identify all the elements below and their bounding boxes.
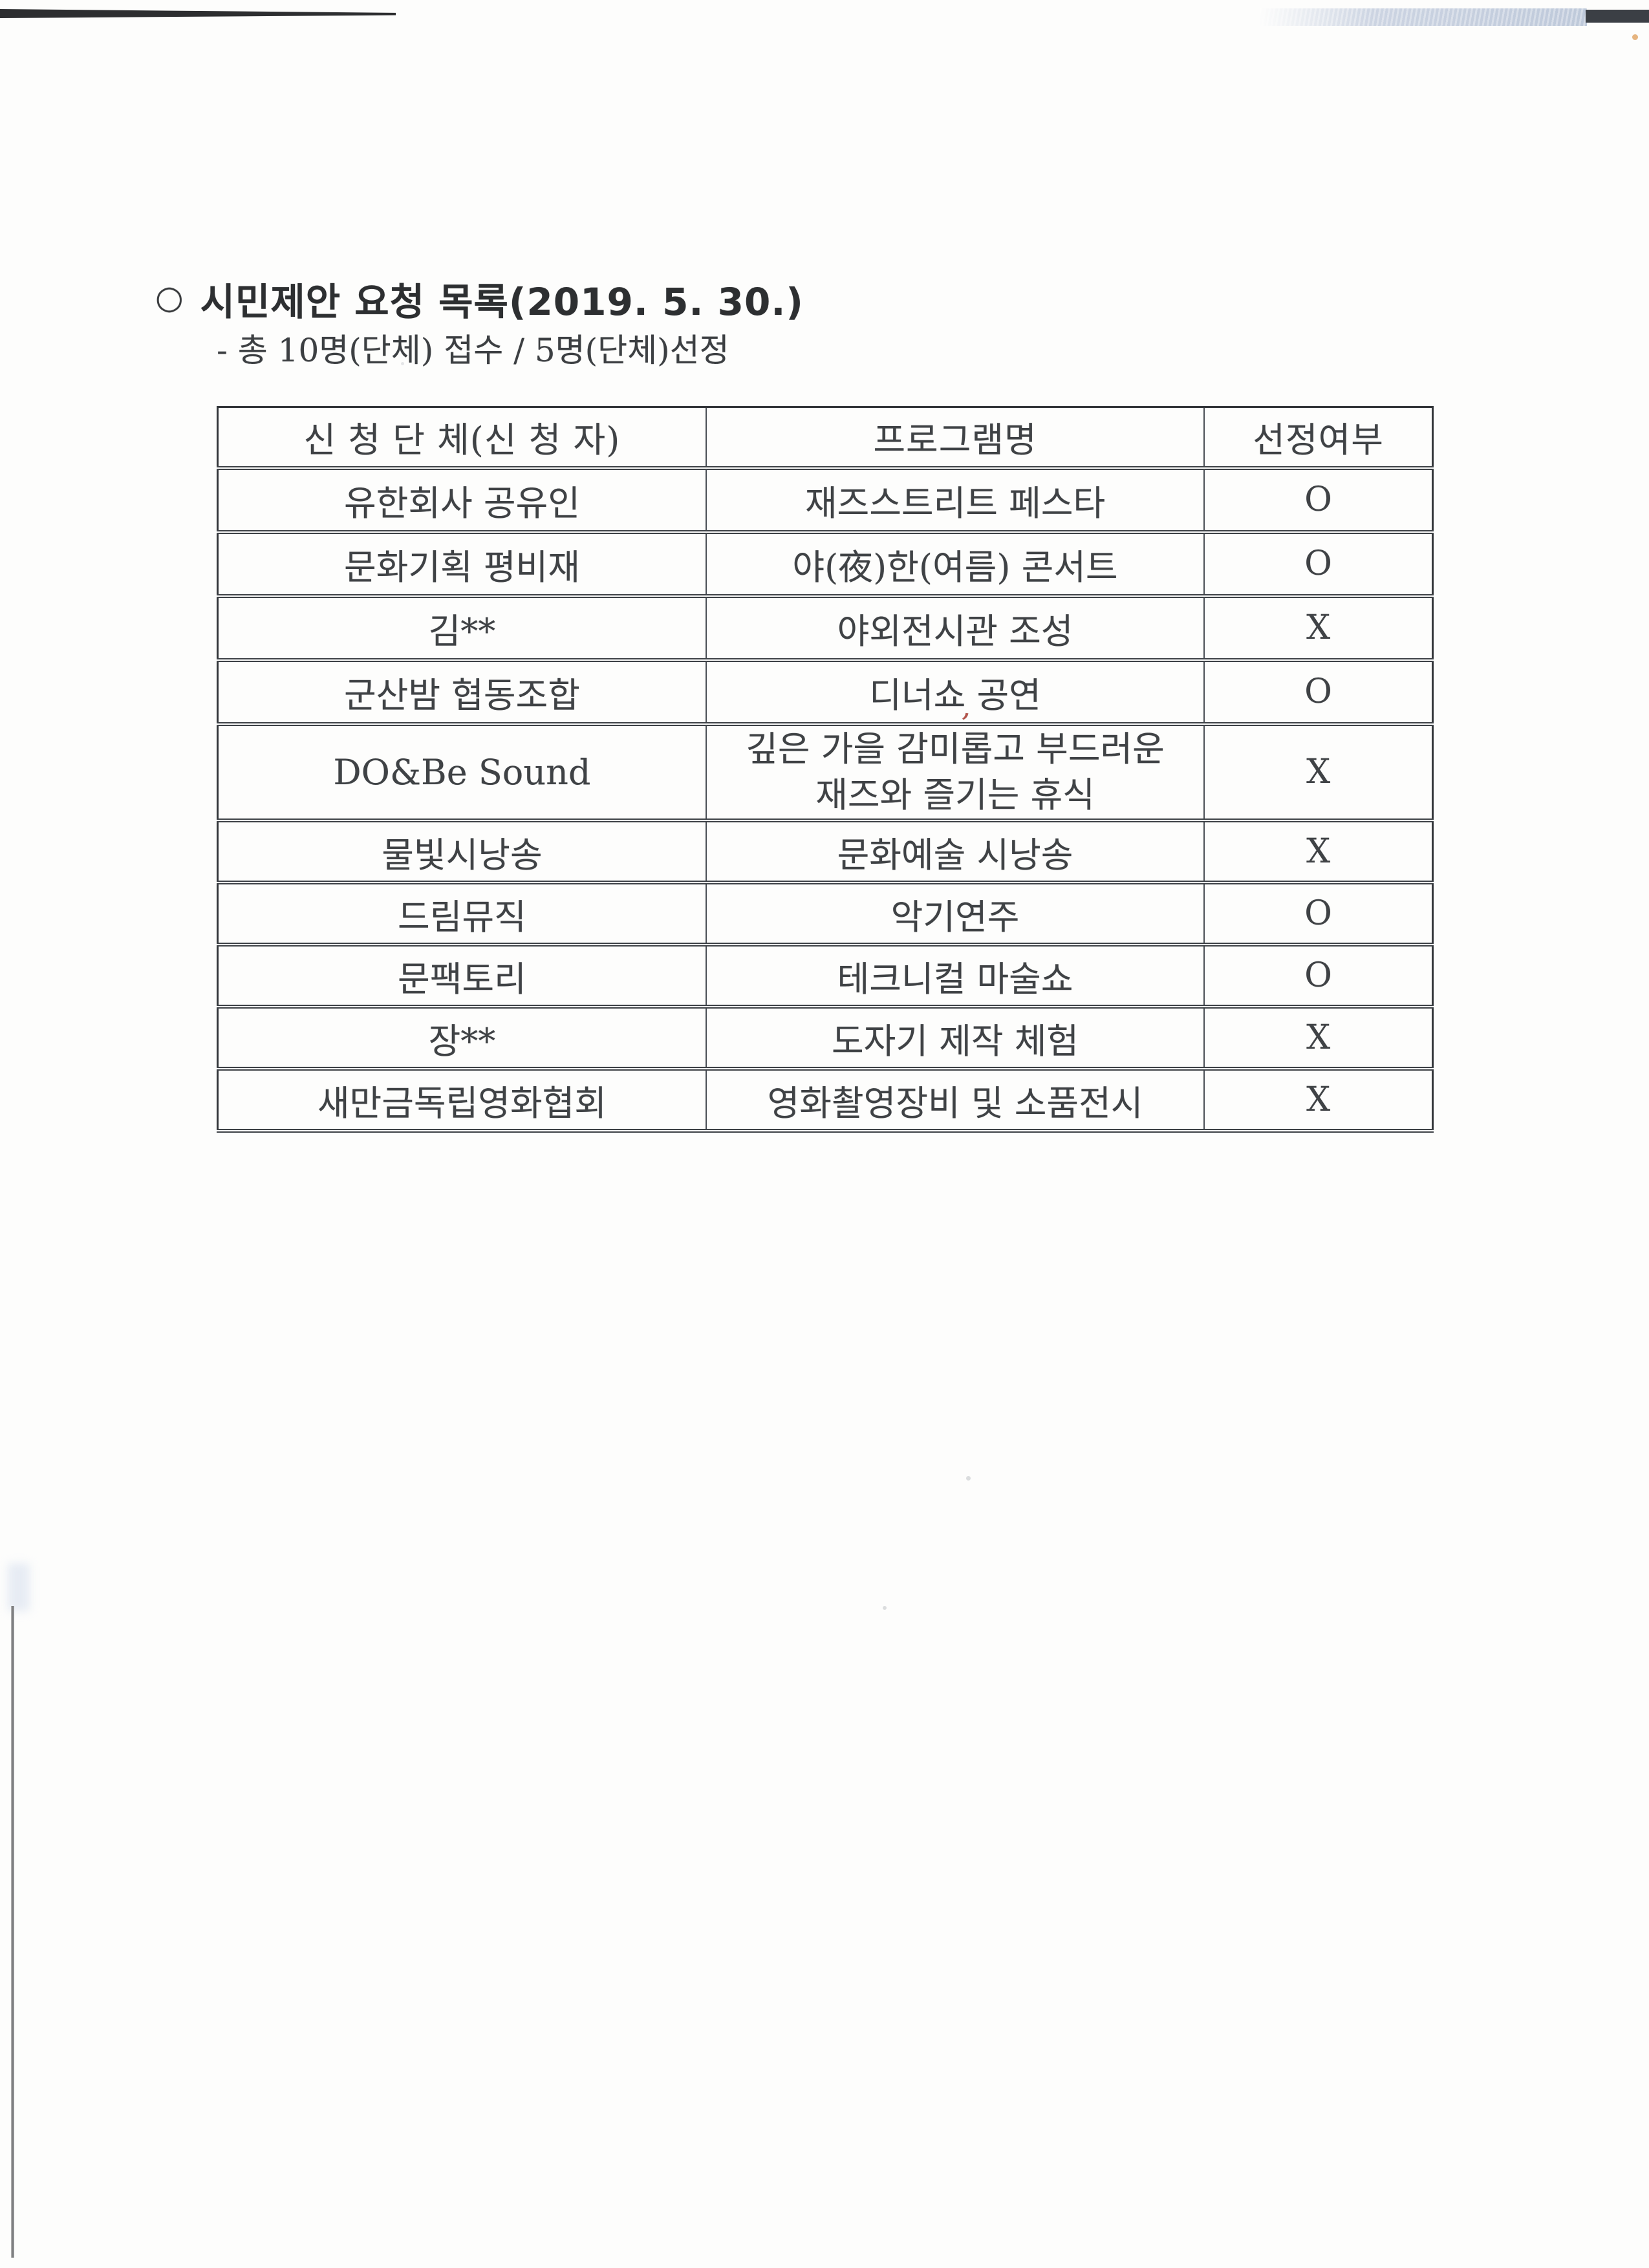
- scan-vertical-bar-left: [11, 1606, 14, 2258]
- cell-applicant: 드림뮤직: [217, 881, 707, 947]
- citizen-proposal-table: 신 청 단 체(신 청 자) 프로그램명 선정여부 유한회사 공유인 재즈스트리…: [217, 406, 1434, 1133]
- table-row: 문팩토리 테크니컬 마술쇼 O: [217, 943, 1434, 1009]
- col-header-applicant: 신 청 단 체(신 청 자): [217, 406, 707, 470]
- cell-program: 디너쇼 공연,: [705, 658, 1205, 726]
- table-row: 장** 도자기 제작 체험 X: [217, 1005, 1434, 1071]
- cell-program: 문화예술 시낭송: [705, 818, 1205, 885]
- table-row: 새만금독립영화협회 영화촬영장비 및 소품전시 X: [217, 1067, 1434, 1133]
- cell-program: 야(夜)한(여름) 콘서트: [705, 530, 1205, 598]
- cell-applicant: 유한회사 공유인: [217, 465, 707, 534]
- cell-applicant: 군산밤 협동조합: [217, 658, 707, 726]
- page-title: 시민제안 요청 목록(2019. 5. 30.): [200, 280, 804, 324]
- cell-program: 테크니컬 마술쇼: [705, 943, 1205, 1009]
- cell-program: 도자기 제작 체험: [705, 1005, 1205, 1071]
- col-header-program: 프로그램명: [705, 406, 1205, 470]
- cell-applicant: 장**: [217, 1005, 707, 1071]
- cell-applicant: 물빛시낭송: [217, 818, 707, 885]
- cell-selected: O: [1203, 943, 1434, 1009]
- cell-selected: X: [1203, 594, 1434, 662]
- cell-selected: O: [1203, 881, 1434, 947]
- scan-orange-speck: [1632, 34, 1638, 40]
- cell-program: 재즈스트리트 페스타: [705, 465, 1205, 534]
- scan-band-top-right: [1260, 8, 1587, 26]
- cell-program: 악기연주: [705, 881, 1205, 947]
- page-subtitle: - 총 10명(단체) 접수 / 5명(단체)선정: [217, 332, 729, 369]
- cell-applicant: 문화기획 평비재: [217, 530, 707, 598]
- scan-dark-block-top-right: [1586, 10, 1649, 23]
- cell-selected: X: [1203, 818, 1434, 885]
- table-row: 물빛시낭송 문화예술 시낭송 X: [217, 818, 1434, 885]
- table-row: 드림뮤직 악기연주 O: [217, 881, 1434, 947]
- cell-applicant: 문팩토리: [217, 943, 707, 1009]
- cell-program: 깊은 가을 감미롭고 부드러운 재즈와 즐기는 휴식: [705, 722, 1205, 823]
- cell-selected: X: [1203, 1067, 1434, 1133]
- scan-speck: [401, 362, 404, 365]
- col-header-selected: 선정여부: [1203, 406, 1434, 470]
- cell-selected: X: [1203, 1005, 1434, 1071]
- scan-streak-top-left: [0, 9, 396, 18]
- scan-speck: [883, 1606, 887, 1610]
- table-row: 김** 야외전시관 조성 X: [217, 594, 1434, 662]
- table-header-row: 신 청 단 체(신 청 자) 프로그램명 선정여부: [217, 406, 1434, 470]
- cell-applicant: 김**: [217, 594, 707, 662]
- table-row: 문화기획 평비재 야(夜)한(여름) 콘서트 O: [217, 530, 1434, 598]
- circle-bullet-icon: ○: [155, 279, 184, 316]
- cell-applicant: DO&Be Sound: [217, 722, 707, 823]
- cell-program: 영화촬영장비 및 소품전시: [705, 1067, 1205, 1133]
- cell-program-text: 디너쇼 공연: [869, 674, 1041, 716]
- scan-blue-smudge: [8, 1563, 30, 1611]
- cell-selected: O: [1203, 465, 1434, 534]
- table-row: 군산밤 협동조합 디너쇼 공연, O: [217, 658, 1434, 726]
- cell-applicant: 새만금독립영화협회: [217, 1067, 707, 1133]
- cell-program: 야외전시관 조성: [705, 594, 1205, 662]
- cell-selected: O: [1203, 530, 1434, 598]
- cell-selected: O: [1203, 658, 1434, 726]
- document-title-line: ○ 시민제안 요청 목록(2019. 5. 30.): [155, 272, 804, 326]
- scan-speck: [966, 1476, 971, 1481]
- cell-selected: X: [1203, 722, 1434, 823]
- table-row: 유한회사 공유인 재즈스트리트 페스타 O: [217, 465, 1434, 534]
- table-row: DO&Be Sound 깊은 가을 감미롭고 부드러운 재즈와 즐기는 휴식 X: [217, 722, 1434, 823]
